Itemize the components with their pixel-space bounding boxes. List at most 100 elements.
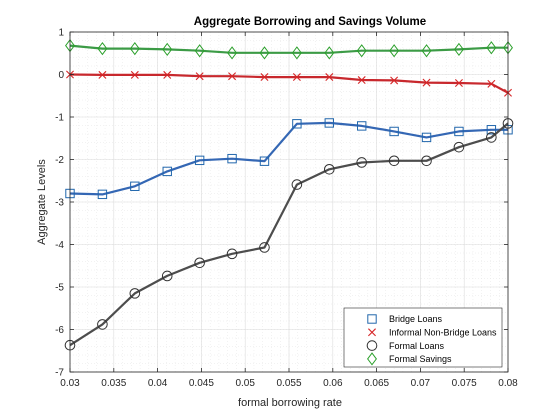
data-point (97, 319, 108, 330)
data-point (324, 118, 334, 128)
data-point (130, 70, 139, 79)
data-point (260, 73, 269, 82)
marker-stroke (195, 72, 204, 81)
data-point (163, 70, 172, 79)
data-point (454, 79, 463, 87)
data-point (228, 72, 237, 81)
data-point (194, 257, 205, 269)
marker-stroke (325, 73, 334, 82)
data-point (486, 125, 497, 135)
legend-label: Formal Loans (389, 341, 445, 351)
series-line (69, 121, 508, 196)
x-tick-label: 0.06 (323, 378, 343, 389)
data-point (389, 44, 400, 58)
data-point (130, 181, 140, 191)
y-axis-label: Aggregate Levels (36, 159, 48, 245)
x-axis-label: formal borrowing rate (238, 397, 342, 409)
data-point (259, 242, 270, 253)
legend-marker (366, 340, 378, 351)
data-point (259, 156, 270, 166)
chart-title: Aggregate Borrowing and Savings Volume (194, 16, 426, 28)
marker-stroke (454, 79, 463, 87)
legend-box (343, 307, 503, 368)
data-point (421, 132, 432, 143)
data-point (453, 42, 464, 57)
legend-marker (367, 314, 377, 324)
y-tick-label: -6 (55, 325, 64, 336)
data-point (356, 157, 368, 168)
legend-item: Formal Savings (367, 352, 452, 366)
marker-stroke (357, 76, 366, 85)
x-tick-label: 0.055 (276, 378, 301, 389)
data-point (323, 163, 335, 175)
y-tick-label: -7 (55, 368, 64, 379)
data-point (357, 76, 366, 85)
data-point (226, 248, 238, 260)
data-point (388, 155, 400, 167)
y-tick-label: 1 (58, 28, 64, 39)
data-point (259, 46, 270, 60)
x-tick-label: 0.03 (60, 378, 80, 389)
marker-stroke (487, 79, 496, 88)
data-point (291, 46, 302, 60)
legend: Bridge Loans Informal Non-Bridge Loans For… (343, 307, 503, 368)
data-point (98, 70, 107, 79)
data-point (486, 132, 497, 143)
series-line (69, 122, 509, 347)
data-point (129, 288, 141, 299)
data-point (486, 41, 497, 55)
marker-stroke (390, 76, 399, 85)
series-formal-loans (64, 118, 514, 351)
marker-stroke (368, 328, 376, 337)
legend-label: Informal Non-Bridge Loans (389, 328, 497, 338)
x-tick-label: 0.075 (452, 378, 477, 389)
plot-area: 0.03 0.035 0.04 0.045 0.05 0.055 0.06 0.065 0.07… (55, 28, 518, 390)
legend-marker (368, 328, 376, 337)
data-point (161, 270, 173, 282)
data-point (421, 44, 432, 58)
data-point (194, 155, 205, 166)
marker-stroke (228, 72, 237, 81)
x-tick-label: 0.04 (148, 378, 168, 389)
data-point (356, 44, 367, 58)
data-point (97, 189, 108, 200)
y-tick-label: -1 (55, 113, 64, 124)
data-point (227, 153, 237, 164)
legend-item: Informal Non-Bridge Loans (368, 328, 497, 338)
legend-label: Formal Savings (389, 354, 452, 364)
marker-stroke (292, 73, 301, 82)
y-tick-label: -2 (55, 155, 64, 166)
series-formal-savings (65, 38, 513, 60)
data-point (487, 79, 496, 88)
marker-stroke (98, 70, 107, 79)
data-point (162, 166, 172, 177)
data-point (162, 42, 173, 57)
data-point (195, 72, 204, 81)
data-point (422, 78, 431, 87)
legend-item: Bridge Loans (367, 314, 443, 324)
data-point (453, 141, 465, 153)
x-tick-label: 0.065 (364, 378, 389, 389)
y-tick-label: -3 (55, 198, 64, 209)
y-tick-label: -5 (55, 283, 64, 294)
data-point (194, 44, 205, 58)
y-tick-label: 0 (58, 70, 64, 81)
legend-marker (367, 352, 377, 366)
series-line (69, 44, 508, 54)
data-point (421, 155, 432, 167)
series-bridge-loans (65, 118, 513, 200)
x-tick-label: 0.05 (235, 378, 255, 389)
x-tick-label: 0.07 (411, 378, 431, 389)
x-tick-label: 0.045 (189, 378, 214, 389)
data-point (389, 126, 399, 137)
marker-stroke (260, 73, 269, 82)
data-point (291, 179, 303, 190)
data-point (129, 41, 140, 56)
legend-item: Formal Loans (366, 340, 445, 351)
legend-label: Bridge Loans (389, 314, 443, 324)
data-point (357, 121, 367, 131)
data-point (97, 41, 108, 56)
x-tick-label: 0.035 (101, 378, 126, 389)
marker-stroke (163, 70, 172, 79)
